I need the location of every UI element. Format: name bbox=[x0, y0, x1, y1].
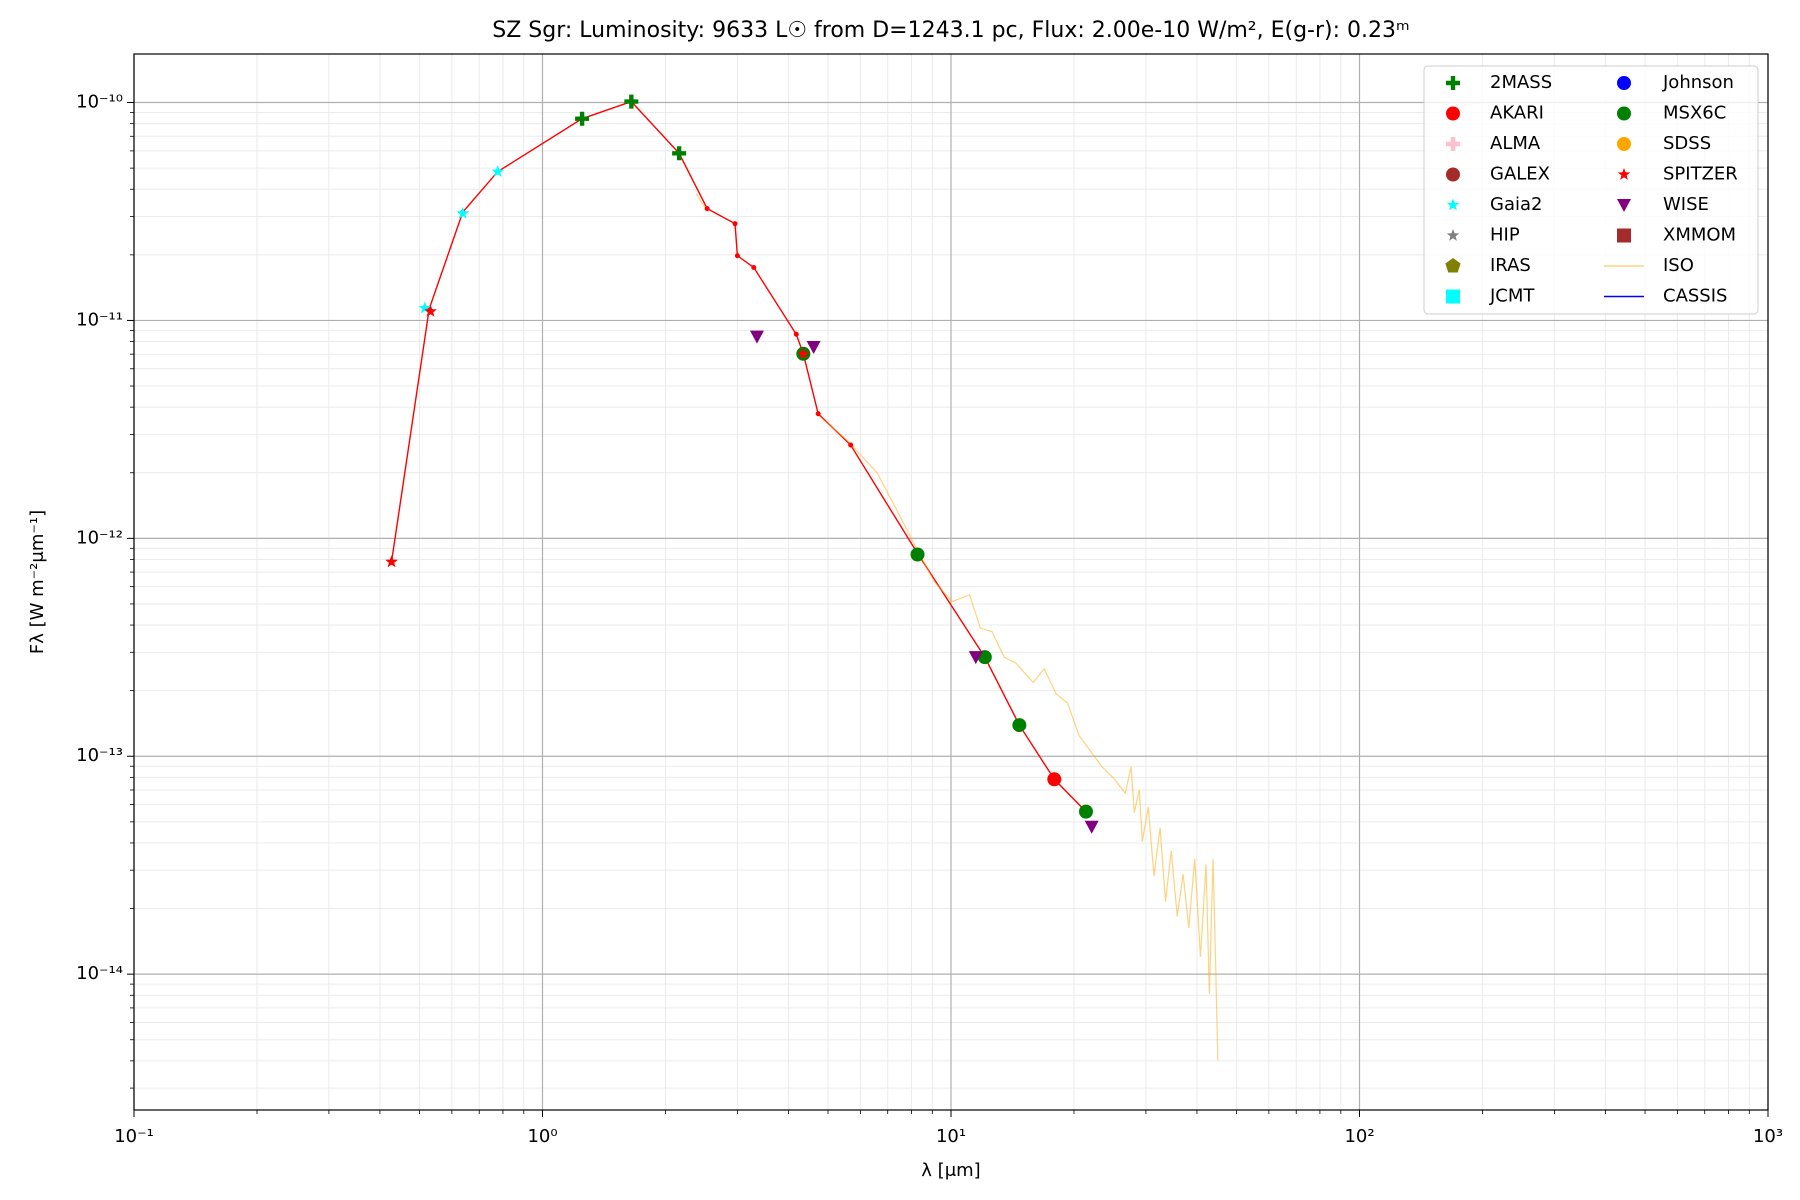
x-axis-label: λ [μm] bbox=[921, 1160, 980, 1181]
data-point bbox=[815, 411, 821, 417]
legend-marker bbox=[1617, 76, 1631, 90]
x-tick-label: 10⁰ bbox=[527, 1126, 557, 1147]
legend-label: ALMA bbox=[1490, 133, 1541, 154]
legend-marker bbox=[1446, 289, 1460, 304]
data-point bbox=[910, 547, 925, 562]
data-point bbox=[1012, 718, 1027, 733]
data-point bbox=[751, 264, 757, 270]
data-point bbox=[456, 206, 469, 219]
x-tick-label: 10¹ bbox=[936, 1126, 966, 1147]
data-point bbox=[749, 330, 764, 344]
chart-title: SZ Sgr: Luminosity: 9633 L☉ from D=1243.… bbox=[492, 18, 1409, 43]
legend-box bbox=[1423, 65, 1759, 315]
data-point bbox=[672, 146, 687, 161]
y-tick-label: 10⁻¹⁰ bbox=[76, 92, 123, 113]
y-tick-label: 10⁻¹³ bbox=[76, 745, 123, 766]
legend-label: IRAS bbox=[1490, 255, 1531, 276]
legend-label: Johnson bbox=[1662, 72, 1734, 93]
legend-marker bbox=[1446, 106, 1460, 121]
legend-marker bbox=[1617, 199, 1631, 212]
legend-marker bbox=[1617, 168, 1631, 180]
data-point bbox=[732, 221, 738, 227]
legend-label: XMMOM bbox=[1663, 225, 1736, 246]
legend-marker bbox=[1446, 198, 1460, 211]
legend-label: SPITZER bbox=[1663, 164, 1738, 185]
legend-label: JCMT bbox=[1489, 286, 1535, 307]
legend-marker bbox=[1446, 137, 1460, 151]
series-line bbox=[390, 100, 1087, 813]
x-tick-label: 10³ bbox=[1753, 1126, 1783, 1147]
legend-label: SDSS bbox=[1663, 133, 1711, 154]
legend-label: WISE bbox=[1663, 194, 1709, 215]
data-point bbox=[1084, 820, 1099, 834]
data-point bbox=[704, 206, 710, 212]
data-point bbox=[968, 651, 983, 665]
data-point bbox=[424, 304, 437, 317]
legend-label: CASSIS bbox=[1663, 286, 1727, 307]
y-tick-label: 10⁻¹² bbox=[76, 527, 123, 548]
legend-marker bbox=[1617, 228, 1631, 243]
data-point bbox=[491, 165, 504, 177]
data-point bbox=[793, 331, 799, 337]
data-point bbox=[385, 555, 398, 568]
data-point bbox=[575, 111, 590, 126]
x-tick-label: 10² bbox=[1344, 1126, 1374, 1147]
data-point bbox=[797, 347, 810, 360]
legend-label: ISO bbox=[1663, 255, 1694, 276]
legend-marker bbox=[1617, 137, 1631, 151]
data-point bbox=[1047, 772, 1062, 787]
plot-area bbox=[385, 94, 1219, 1061]
series-line bbox=[695, 193, 1219, 1061]
legend-label: Gaia2 bbox=[1490, 194, 1542, 215]
data-point bbox=[734, 253, 740, 259]
legend-marker bbox=[1446, 76, 1460, 90]
legend-marker bbox=[1446, 167, 1460, 182]
data-point bbox=[624, 94, 639, 109]
legend-label: HIP bbox=[1490, 225, 1520, 246]
data-point bbox=[848, 442, 854, 448]
data-point bbox=[806, 341, 821, 355]
legend-marker bbox=[1617, 106, 1631, 121]
y-axis-label: Fλ [W m⁻²μm⁻¹] bbox=[27, 510, 48, 654]
data-point bbox=[418, 301, 431, 314]
legend: 2MASS AKARI ALMA GALEX Gaia2 HIP IRAS JCMT Johns… bbox=[1423, 65, 1759, 315]
legend-label: 2MASS bbox=[1490, 72, 1552, 93]
y-tick-label: 10⁻¹¹ bbox=[76, 309, 123, 330]
legend-label: AKARI bbox=[1490, 103, 1544, 124]
legend-marker bbox=[1446, 229, 1460, 241]
axes: 10⁻¹ 10⁰ 10¹ 10² 10³ 10⁻¹⁴ 10⁻¹³ 10⁻¹² 10⁻¹¹ 10⁻¹… bbox=[76, 53, 1783, 1147]
legend-marker bbox=[1445, 258, 1461, 273]
data-point bbox=[1078, 804, 1093, 819]
legend-label: GALEX bbox=[1490, 164, 1550, 185]
axes-frame bbox=[133, 53, 1769, 1111]
y-tick-label: 10⁻¹⁴ bbox=[76, 963, 123, 984]
x-tick-label: 10⁻¹ bbox=[114, 1126, 154, 1147]
legend-label: MSX6C bbox=[1663, 103, 1726, 124]
